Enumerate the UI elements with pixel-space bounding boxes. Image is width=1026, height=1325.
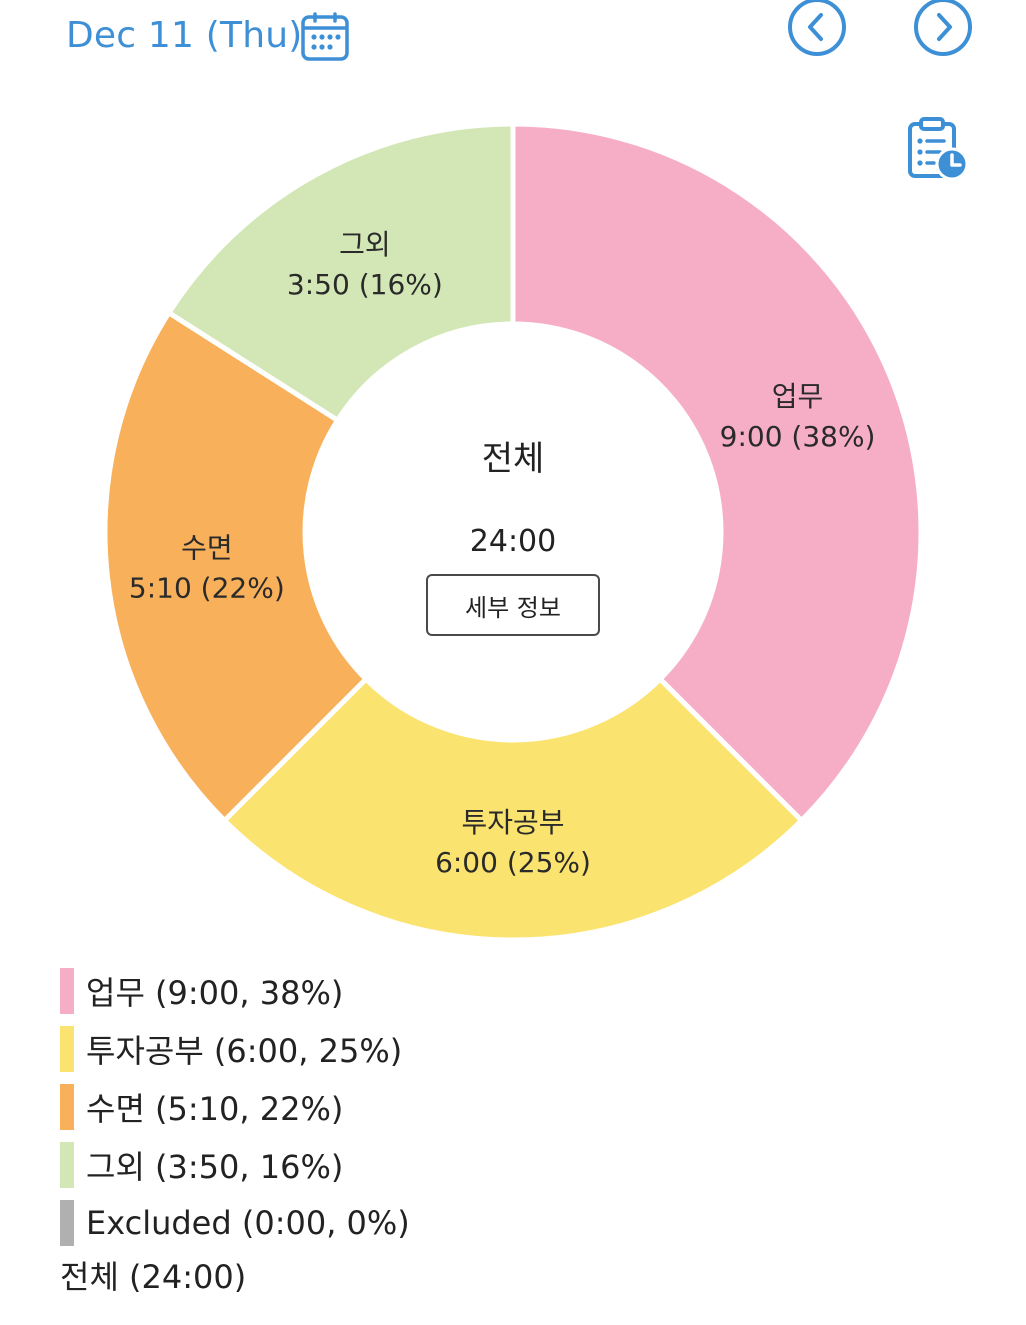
legend-swatch [60, 1142, 74, 1188]
next-day-button[interactable] [912, 0, 972, 58]
slice-label-value: 3:50 (16%) [287, 268, 443, 301]
legend-total: 전체 (24:00) [60, 1258, 247, 1296]
chart-slices [102, 121, 924, 943]
legend-swatch [60, 1200, 74, 1246]
slice-label-name: 그외 [339, 228, 391, 261]
legend: 업무 (9:00, 38%) 투자공부 (6:00, 25%) 수면 (5:10… [60, 962, 760, 1252]
slice-label-value: 6:00 (25%) [435, 846, 591, 879]
time-donut-chart: 업무 9:00 (38%) 투자공부 6:00 (25%) 수면 5:10 (22%) 그외… [102, 121, 924, 943]
slice-label: 업무 9:00 (38%) [720, 380, 876, 453]
legend-label: 업무 (9:00, 38%) [86, 974, 344, 1012]
legend-swatch [60, 968, 74, 1014]
calendar-icon[interactable] [300, 12, 350, 62]
slice-label-name: 수면 [181, 532, 233, 565]
center-total: 24:00 [470, 524, 556, 559]
legend-item: Excluded (0:00, 0%) [60, 1194, 760, 1252]
legend-label: Excluded (0:00, 0%) [86, 1204, 410, 1242]
legend-item: 투자공부 (6:00, 25%) [60, 1020, 760, 1078]
legend-label: 수면 (5:10, 22%) [86, 1090, 344, 1128]
legend-swatch [60, 1026, 74, 1072]
center-title: 전체 [482, 439, 545, 479]
legend-item: 그외 (3:50, 16%) [60, 1136, 760, 1194]
legend-item: 업무 (9:00, 38%) [60, 962, 760, 1020]
previous-day-button[interactable] [786, 0, 846, 58]
chevron-right-icon [912, 0, 972, 58]
chart-slice-labels: 업무 9:00 (38%) 투자공부 6:00 (25%) 수면 5:10 (22%) 그외… [129, 228, 876, 879]
slice-label: 그외 3:50 (16%) [287, 228, 443, 301]
slice-label-value: 5:10 (22%) [129, 572, 285, 605]
chevron-left-icon [786, 0, 846, 58]
detail-info-button[interactable]: 세부 정보 [426, 574, 600, 636]
slice-label-name: 업무 [772, 380, 824, 413]
slice-label-value: 9:00 (38%) [720, 420, 876, 453]
chart-slice[interactable] [222, 676, 804, 943]
legend-label: 그외 (3:50, 16%) [86, 1148, 344, 1186]
legend-swatch [60, 1084, 74, 1130]
slice-label: 수면 5:10 (22%) [129, 532, 285, 605]
chart-slice[interactable] [166, 121, 516, 423]
chart-slice[interactable] [102, 310, 369, 823]
chart-slice[interactable] [510, 121, 924, 823]
clipboard-clock-icon[interactable] [904, 116, 970, 182]
slice-label-name: 투자공부 [461, 806, 564, 839]
date-label[interactable]: Dec 11 (Thu) [66, 15, 303, 56]
slice-label: 투자공부 6:00 (25%) [435, 806, 591, 879]
legend-label: 투자공부 (6:00, 25%) [86, 1032, 403, 1070]
legend-item: 수면 (5:10, 22%) [60, 1078, 760, 1136]
